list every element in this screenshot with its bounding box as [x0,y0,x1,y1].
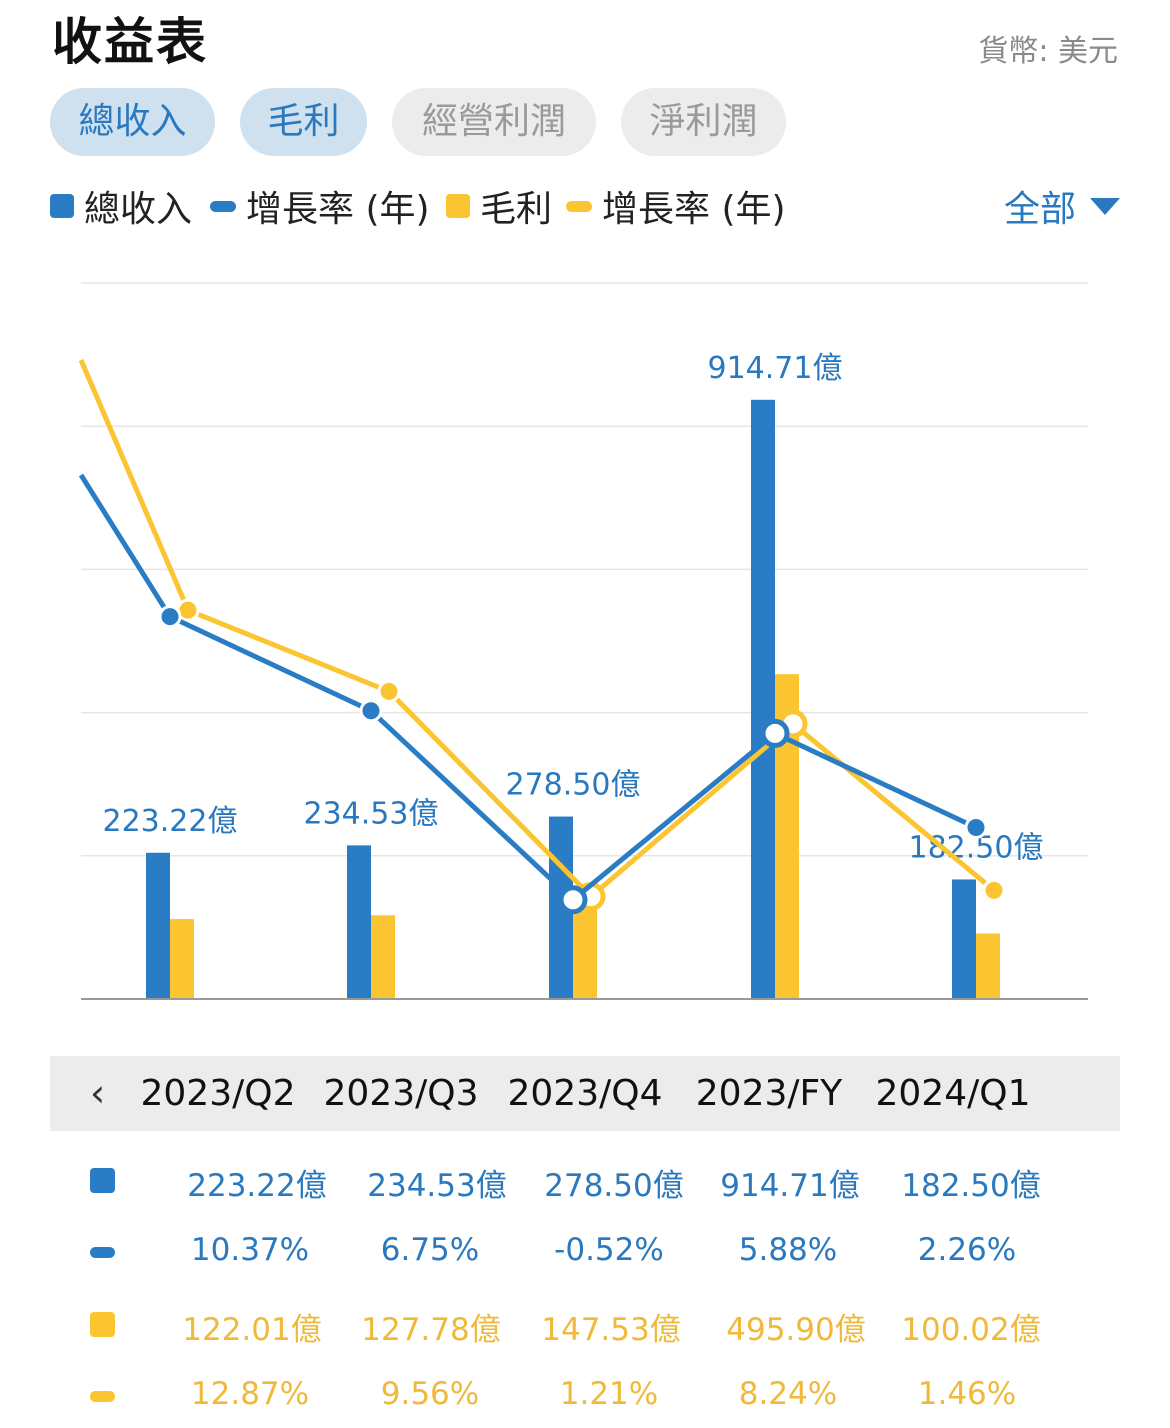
period-label[interactable]: 2024/Q1 [875,1073,1031,1114]
bar-gross-profit [573,902,597,999]
legend-swatch [446,194,470,218]
legend-swatch [210,200,236,212]
table-cell: 5.88% [738,1232,838,1268]
row-swatch [90,1247,115,1258]
page-title: 收益表 [52,13,208,71]
line-point [760,718,790,748]
legend-item-total-revenue[interactable]: 總收入 [50,178,192,234]
table-cell: 127.78億 [361,1312,501,1348]
chart-legend: 總收入 增長率 (年) 毛利 增長率 (年) 全部 [50,178,1120,234]
line-point [982,878,1006,902]
legend-label: 毛利 [480,189,553,230]
tab-total-revenue[interactable]: 總收入 [50,88,215,156]
bar-total-revenue [347,845,371,999]
period-label[interactable]: 2023/FY [695,1073,843,1114]
bar-total-revenue [751,399,775,999]
table-cell: -0.52% [554,1232,664,1268]
row-swatch [90,1391,115,1402]
chevron-down-icon [1090,197,1120,215]
tab-gross-profit[interactable]: 毛利 [240,88,367,156]
line-point [377,679,401,703]
line-point [359,699,383,723]
bar-total-revenue [952,879,976,999]
filter-label: 全部 [1003,189,1076,230]
bar-gross-profit [976,933,1000,999]
legend-label: 增長率 (年) [246,189,430,230]
table-cell: 9.56% [380,1376,480,1412]
table-row: 12.87% 9.56% 1.21% 8.24% 1.46% [0,1356,1170,1428]
tab-net-profit[interactable]: 淨利潤 [621,88,786,156]
table-cell: 182.50億 [901,1168,1041,1204]
table-cell: 122.01億 [182,1312,322,1348]
legend-swatch [50,194,74,218]
table-row: 10.37% 6.75% -0.52% 5.88% 2.26% [0,1212,1170,1284]
row-swatch [90,1168,115,1193]
period-label[interactable]: 2023/Q3 [323,1073,479,1114]
line-point [158,605,182,629]
data-label: 278.50億 [506,768,641,803]
data-label: 223.22億 [103,804,238,839]
legend-item-gross-growth[interactable]: 增長率 (年) [566,178,786,234]
table-row: 122.01億 127.78億 147.53億 495.90億 100.02億 [0,1284,1170,1356]
table-row: 223.22億 234.53億 278.50億 914.71億 182.50億 [0,1140,1170,1212]
table-cell: 495.90億 [726,1312,866,1348]
currency-label: 貨幣: 美元 [978,34,1118,69]
table-cell: 2.26% [917,1232,1017,1268]
legend-label: 增長率 (年) [602,189,786,230]
range-filter-dropdown[interactable]: 全部 [1004,178,1120,234]
period-label[interactable]: 2023/Q4 [507,1073,663,1114]
table-cell: 278.50億 [544,1168,684,1204]
tab-operating-profit[interactable]: 經營利潤 [392,88,596,156]
legend-swatch [566,200,592,212]
bar-gross-profit [371,915,395,999]
table-cell: 100.02億 [901,1312,1041,1348]
period-label[interactable]: 2023/Q2 [140,1073,296,1114]
line-point [964,816,988,840]
growth-line-gross-profit [78,359,996,899]
table-cell: 8.24% [738,1376,838,1412]
legend-label: 總收入 [84,189,193,230]
data-label: 914.71億 [708,351,843,386]
period-selector: ‹ 2023/Q2 2023/Q3 2023/Q4 2023/FY 2024/Q… [50,1056,1120,1131]
table-cell: 1.21% [559,1376,659,1412]
table-cell: 1.46% [917,1376,1017,1412]
row-swatch [90,1312,115,1337]
chevron-left-icon[interactable]: ‹ [90,1071,106,1115]
bar-gross-profit [170,919,194,999]
table-cell: 234.53億 [367,1168,507,1204]
table-cell: 914.71億 [720,1168,860,1204]
table-cell: 223.22億 [187,1168,327,1204]
legend-item-revenue-growth[interactable]: 增長率 (年) [210,178,430,234]
bar-total-revenue [146,852,170,999]
line-point [558,885,588,915]
table-cell: 12.87% [190,1376,310,1412]
header: 收益表 貨幣: 美元 [0,0,1170,80]
data-label: 234.53億 [304,796,439,831]
legend-item-gross-profit[interactable]: 毛利 [446,178,552,234]
table-cell: 6.75% [380,1232,480,1268]
table-cell: 147.53億 [541,1312,681,1348]
table-cell: 10.37% [190,1232,310,1268]
growth-line-total-revenue [78,473,978,903]
